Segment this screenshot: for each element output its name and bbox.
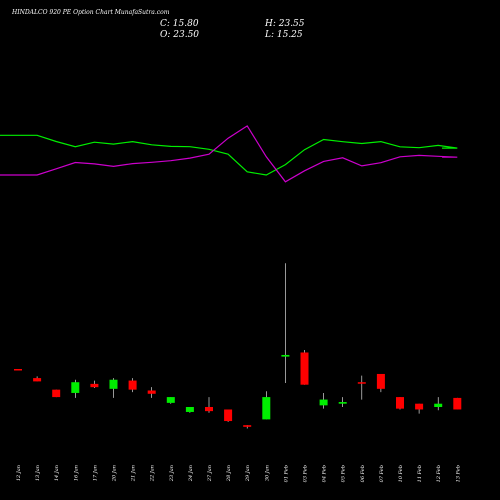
low-readout: L: 15.25 — [264, 30, 303, 40]
candle — [128, 378, 137, 393]
x-tick-label: 28 Jan — [226, 465, 232, 482]
candle-body — [33, 378, 42, 382]
candle-body — [415, 403, 424, 410]
candle — [281, 263, 290, 384]
candle-body — [262, 397, 271, 420]
candle — [243, 425, 252, 429]
candle-body — [376, 373, 385, 389]
x-tick-label: 11 Feb — [417, 465, 423, 482]
x-tick-label: 17 Jan — [92, 465, 98, 481]
x-tick-label: 06 Feb — [360, 465, 366, 482]
candle-body — [109, 379, 118, 389]
candle — [319, 392, 328, 409]
candle — [338, 397, 347, 407]
x-tick-label: 27 Jan — [207, 465, 213, 482]
candle-body — [90, 383, 99, 388]
x-tick-label: 30 Jan — [264, 465, 270, 481]
open-readout: O: 23.50 — [160, 30, 199, 40]
high-readout: H: 23.55 — [264, 19, 305, 29]
candle — [205, 397, 213, 413]
x-tick-label: 13 Jan — [35, 465, 41, 481]
candle — [357, 375, 366, 400]
candle — [262, 391, 271, 420]
candle-body — [281, 354, 290, 357]
candle-body — [319, 399, 328, 406]
indicator-line-2 — [0, 125, 458, 183]
x-tick-label: 23 Jan — [169, 465, 175, 482]
candle-body — [71, 382, 80, 393]
x-axis-labels: 12 Jan 13 Jan 14 Jan 16 Jan 17 Jan 20 Jan 21 J… — [16, 465, 461, 482]
x-tick-label: 14 Jan — [54, 465, 60, 481]
x-tick-label: 03 Feb — [303, 465, 309, 482]
candle — [52, 389, 61, 398]
candle-body — [396, 397, 404, 409]
candle — [376, 373, 385, 393]
candle — [415, 403, 424, 414]
candle-body — [166, 397, 175, 403]
candle — [33, 376, 42, 382]
x-tick-label: 01 Feb — [283, 465, 289, 482]
close-readout: C: 15.80 — [160, 19, 199, 29]
candle-body — [357, 382, 366, 384]
indicator-lines — [0, 125, 458, 183]
x-tick-label: 24 Jan — [188, 465, 194, 482]
x-tick-label: 22 Jan — [150, 465, 156, 482]
candle — [166, 397, 175, 404]
candle-body — [185, 407, 194, 412]
candle-body — [434, 403, 443, 407]
candle-body — [243, 425, 252, 427]
candle-body — [14, 369, 22, 371]
x-tick-label: 07 Feb — [379, 465, 385, 482]
candle — [224, 409, 233, 422]
candle — [434, 397, 443, 411]
candles — [14, 263, 462, 429]
candle — [90, 380, 99, 388]
candle-body — [338, 402, 347, 404]
candle — [109, 378, 118, 398]
x-tick-label: 29 Jan — [245, 465, 251, 482]
x-tick-label: 13 Feb — [455, 465, 461, 482]
candle — [147, 387, 156, 398]
candle-body — [224, 409, 233, 422]
candle — [396, 397, 404, 410]
candle — [71, 379, 80, 398]
x-tick-label: 21 Jan — [131, 465, 137, 482]
x-tick-label: 10 Feb — [398, 465, 404, 482]
candle-body — [128, 380, 137, 390]
candle — [300, 350, 309, 385]
candle-body — [300, 352, 309, 385]
x-tick-label: 05 Feb — [341, 465, 347, 482]
candle-body — [453, 397, 462, 410]
candle-body — [205, 407, 213, 412]
x-tick-label: 12 Feb — [436, 465, 442, 482]
x-tick-label: 20 Jan — [112, 465, 118, 482]
x-tick-label: 12 Jan — [16, 465, 22, 481]
candle-body — [147, 390, 156, 394]
chart-title: HINDALCO 920 PE Option Chart MunafaSutra… — [11, 9, 170, 16]
x-tick-label: 04 Feb — [322, 465, 328, 482]
candle — [453, 397, 462, 410]
x-tick-label: 16 Jan — [73, 465, 79, 481]
candle — [14, 369, 22, 371]
indicator-line-1 — [0, 134, 458, 176]
candle-body — [52, 389, 61, 398]
candle — [185, 407, 194, 413]
